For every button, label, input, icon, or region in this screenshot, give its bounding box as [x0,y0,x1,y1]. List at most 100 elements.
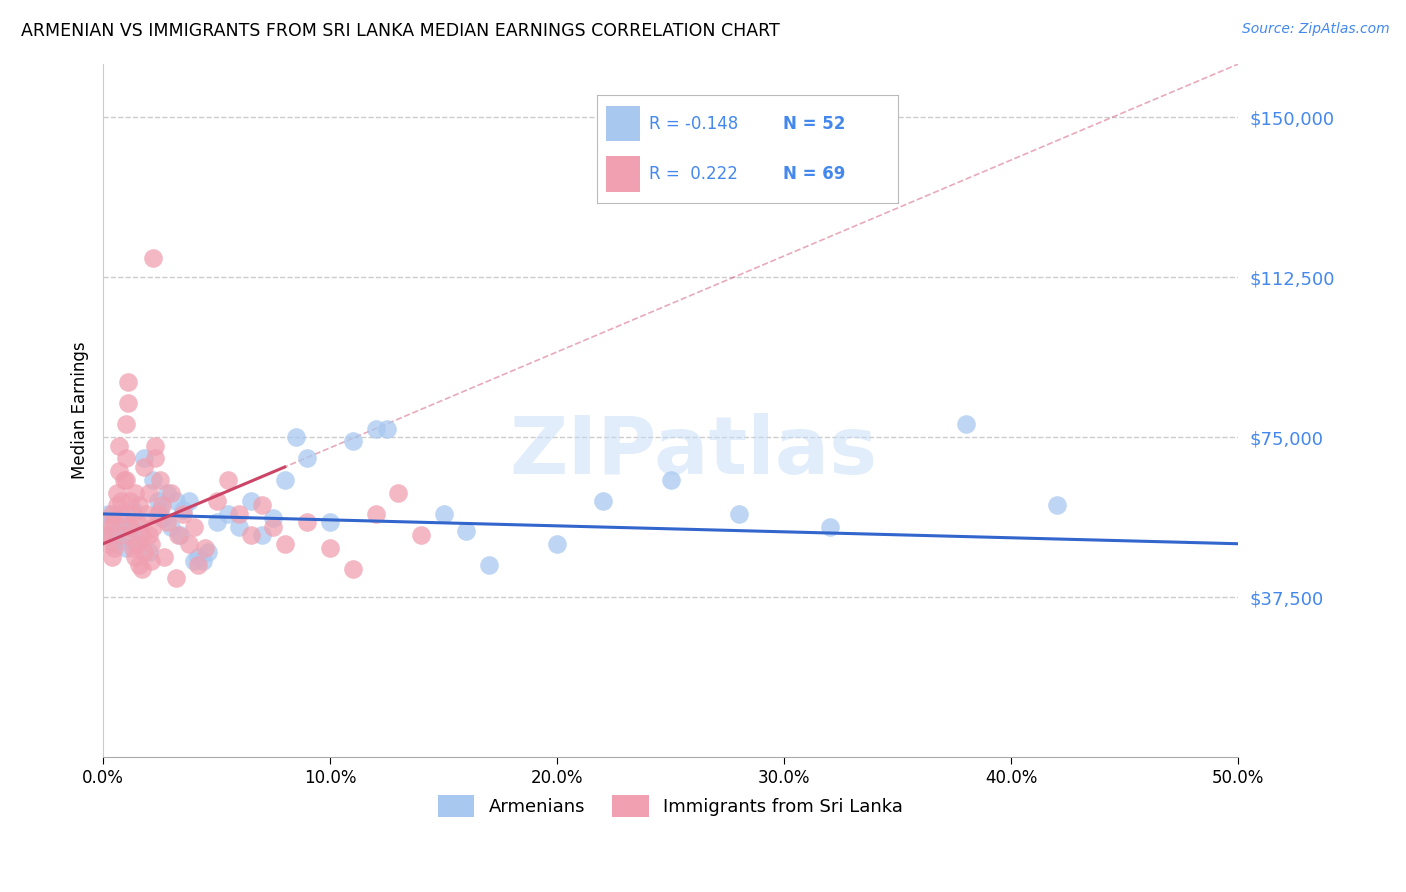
Point [112,528,135,542]
Point [105,499,128,513]
Point [375,422,398,436]
Point [108,439,131,453]
Point [183,554,205,568]
Point [131,528,153,542]
Point [98,528,121,542]
Point [138,528,160,542]
Point [228,519,250,533]
Point [342,434,364,449]
Point [132,545,155,559]
Point [150,499,173,513]
Point [274,473,297,487]
Point [103,541,125,555]
Point [297,516,319,530]
Point [121,541,143,555]
Point [165,571,187,585]
Point [121,507,143,521]
Point [110,519,132,533]
Point [143,451,166,466]
Point [546,537,568,551]
Point [112,533,135,547]
Text: Source: ZipAtlas.com: Source: ZipAtlas.com [1241,22,1389,37]
Point [153,549,176,564]
Point [187,549,209,564]
Point [274,537,297,551]
Point [110,507,132,521]
Point [142,251,165,265]
Point [149,473,172,487]
Point [319,516,342,530]
Point [105,524,128,538]
Point [387,485,409,500]
Point [433,507,456,521]
Point [128,524,150,538]
Point [127,537,149,551]
Point [114,451,136,466]
Point [456,524,478,538]
Point [478,558,501,572]
Point [110,494,132,508]
Point [239,528,262,542]
Point [197,545,219,559]
Point [205,516,228,530]
Point [101,549,124,564]
Point [160,519,183,533]
Point [128,499,150,513]
Point [250,528,273,542]
Point [97,507,120,521]
Point [103,537,125,551]
Point [955,417,977,432]
Point [228,507,250,521]
Point [97,537,120,551]
Point [191,554,214,568]
Point [409,528,432,542]
Point [132,460,155,475]
Point [128,558,150,572]
Point [262,511,284,525]
Point [101,516,124,530]
Point [659,473,682,487]
Point [127,516,149,530]
Point [172,502,194,516]
Point [142,519,165,533]
Point [105,485,128,500]
Y-axis label: Median Earnings: Median Earnings [72,342,89,479]
Point [183,519,205,533]
Point [120,519,142,533]
Point [135,507,157,521]
Point [132,451,155,466]
Point [156,485,179,500]
Point [179,494,201,508]
Point [138,485,160,500]
Point [120,494,142,508]
Point [592,494,614,508]
Point [114,473,136,487]
Point [319,541,342,555]
Point [120,519,142,533]
Point [194,541,217,555]
Point [114,417,136,432]
Point [142,473,165,487]
Point [94,528,117,542]
Point [285,430,308,444]
Point [342,562,364,576]
Point [167,528,190,542]
Point [250,499,273,513]
Point [262,519,284,533]
Point [131,562,153,576]
Text: ZIPatlas: ZIPatlas [509,413,877,491]
Point [364,422,387,436]
Point [103,516,125,530]
Point [149,502,172,516]
Point [143,439,166,453]
Point [108,464,131,478]
Point [818,519,841,533]
Point [187,558,209,572]
Text: ARMENIAN VS IMMIGRANTS FROM SRI LANKA MEDIAN EARNINGS CORRELATION CHART: ARMENIAN VS IMMIGRANTS FROM SRI LANKA ME… [21,22,780,40]
Point [124,485,146,500]
Point [114,541,136,555]
Point [150,511,173,525]
Point [172,507,194,521]
Point [169,528,191,542]
Point [138,545,160,559]
